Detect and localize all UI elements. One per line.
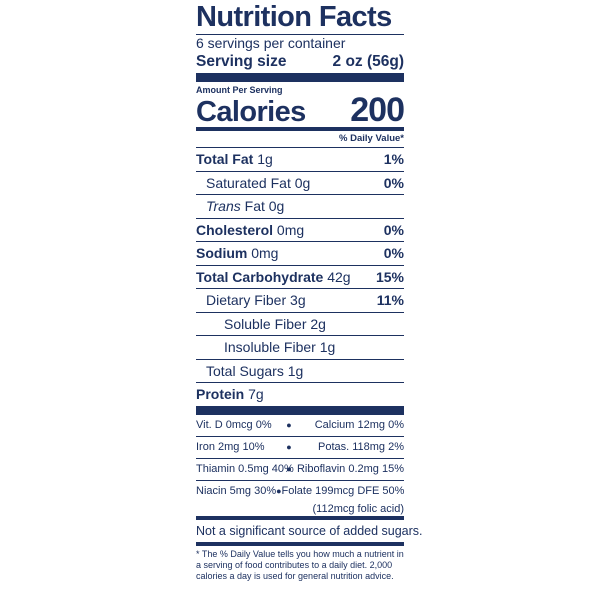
nutrient-amount: 0mg <box>276 221 305 238</box>
added-sugars-note: Not a significant source of added sugars… <box>196 523 423 538</box>
nutrient-label: Protein <box>196 386 245 402</box>
nutrient-amount: 1g <box>287 362 304 379</box>
nutrient-label: Total Carbohydrate <box>196 268 324 285</box>
nutrient-label: Sodium <box>196 245 248 261</box>
nutrient-label: Insoluble Fiber <box>224 339 316 355</box>
thick-divider <box>196 73 404 82</box>
nutrient-amount: 2g <box>310 315 326 332</box>
nutrient-row-sodium: Sodium 0mg 0% <box>196 241 404 265</box>
nutrient-dv: 11% <box>376 292 404 308</box>
medium-divider <box>196 541 404 546</box>
nutrient-row-soluble-fiber: Soluble Fiber 2g <box>196 311 404 336</box>
servings-per-container: 6 servings per container <box>196 35 346 51</box>
nutrient-label: Total Sugars <box>206 362 284 379</box>
medium-divider <box>196 127 404 131</box>
footnote: * The % Daily Value tells you how much a… <box>196 548 404 581</box>
vitamin-row: Vit. D 0mcg 0% ● Calcium 12mg 0% <box>196 415 404 436</box>
panel-title: Nutrition Facts <box>196 1 392 33</box>
calories-label: Calories <box>196 96 306 128</box>
vitamin-row: Iron 2mg 10% ● Potas. 118mg 2% <box>196 435 404 458</box>
nutrient-row-total-sugars: Total Sugars 1g <box>196 358 404 383</box>
nutrient-amount: 3g <box>290 292 306 308</box>
vitamin-left: Thiamin 0.5mg 40% <box>196 462 294 475</box>
nutrient-row-cholesterol: Cholesterol 0mg 0% <box>196 217 404 242</box>
divider <box>196 34 404 35</box>
medium-divider <box>196 515 404 520</box>
thick-divider <box>196 405 404 415</box>
vitamin-left: Vit. D 0mcg 0% <box>196 418 272 431</box>
nutrient-row-trans-fat: Trans Fat 0g <box>196 194 404 218</box>
vitamin-row: Thiamin 0.5mg 40% ● Riboflavin 0.2mg 15% <box>196 457 404 480</box>
vitamin-row: Niacin 5mg 30% ● Folate 199mcg DFE 50% <box>196 479 405 502</box>
serving-size-value: 2 oz (56g) <box>332 53 404 70</box>
nutrient-row-insoluble-fiber: Insoluble Fiber 1g <box>196 335 404 359</box>
nutrient-amount: 1g <box>257 151 273 167</box>
nutrient-row-dietary-fiber: Dietary Fiber 3g 11% <box>196 288 404 312</box>
nutrient-dv: 0% <box>383 221 404 238</box>
serving-size-row: Serving size 2 oz (56g) <box>196 51 404 73</box>
vitamin-left: Iron 2mg 10% <box>196 440 265 453</box>
nutrient-label: Cholesterol <box>196 221 274 238</box>
nutrition-facts-panel: Nutrition Facts 6 servings per container… <box>196 0 423 600</box>
vitamin-right: Folate 199mcg DFE 50% <box>281 484 405 497</box>
nutrient-row-total-carbohydrate: Total Carbohydrate 42g 15% <box>196 264 404 289</box>
nutrient-amount: Fat 0g <box>244 198 285 214</box>
nutrient-label: Trans <box>206 198 241 214</box>
nutrient-dv: 0% <box>383 245 404 261</box>
bullet-icon: ● <box>276 485 282 496</box>
nutrient-row-saturated-fat: Saturated Fat 0g 0% <box>196 170 404 195</box>
vitamin-right: Calcium 12mg 0% <box>314 418 404 431</box>
nutrient-label: Soluble Fiber <box>224 315 307 332</box>
folate-note: (112mcg folic acid) <box>312 502 405 515</box>
serving-size-label: Serving size <box>196 53 287 70</box>
calories-value: 200 <box>350 91 405 129</box>
nutrient-amount: 7g <box>248 386 264 402</box>
amount-per-serving: Amount Per Serving <box>196 85 283 95</box>
nutrient-row-total-fat: Total Fat 1g 1% <box>196 147 404 171</box>
nutrient-label: Total Fat <box>196 151 254 167</box>
calories-row: Calories 200 <box>196 91 405 129</box>
vitamin-left: Niacin 5mg 30% <box>196 484 277 497</box>
nutrient-amount: 0g <box>294 174 311 191</box>
nutrient-label: Dietary Fiber <box>206 292 287 308</box>
vitamin-right: Riboflavin 0.2mg 15% <box>296 462 404 475</box>
nutrient-amount: 1g <box>319 339 336 355</box>
nutrient-label: Saturated Fat <box>206 174 291 191</box>
bullet-icon: ● <box>286 419 292 430</box>
nutrient-dv: 15% <box>375 268 404 285</box>
bullet-icon: ● <box>286 441 292 452</box>
nutrient-dv: 0% <box>383 174 404 191</box>
vitamin-right: Potas. 118mg 2% <box>317 440 404 453</box>
daily-value-header: % Daily Value* <box>339 133 404 144</box>
nutrient-row-protein: Protein 7g <box>196 382 404 406</box>
nutrient-dv: 1% <box>383 151 404 167</box>
nutrient-amount: 42g <box>327 268 351 285</box>
bullet-icon: ● <box>286 463 292 474</box>
nutrient-amount: 0mg <box>251 245 279 261</box>
